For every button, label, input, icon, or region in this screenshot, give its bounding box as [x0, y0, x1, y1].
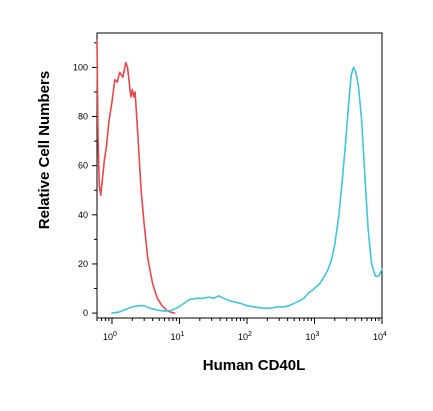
x-tick-exponent: 0 [113, 331, 117, 338]
x-tick-base: 10 [103, 332, 113, 342]
series-layer [96, 39, 383, 314]
plot-frame [96, 32, 383, 319]
x-tick-label: 101 [171, 331, 185, 342]
x-tick-label: 104 [373, 331, 387, 342]
y-tick-label: 40 [78, 210, 88, 220]
y-axis: 0 20 40 60 80 100 [73, 42, 97, 318]
x-tick-base: 10 [238, 332, 248, 342]
x-tick-base: 10 [373, 332, 383, 342]
x-tick-label: 100 [103, 331, 117, 342]
x-tick-label: 103 [306, 331, 320, 342]
x-axis: 100 101 102 103 104 [96, 318, 387, 342]
y-tick-label: 60 [78, 161, 88, 171]
series-line-2 [111, 66, 383, 314]
plot-area-border [96, 32, 383, 319]
y-tick-label: 20 [78, 259, 88, 269]
x-tick-exponent: 2 [248, 331, 252, 338]
series-line-1 [96, 39, 176, 314]
y-axis-title: Relative Cell Numbers [36, 71, 53, 229]
x-tick-exponent: 4 [383, 331, 387, 338]
x-tick-base: 10 [171, 332, 181, 342]
y-tick-label: 80 [78, 112, 88, 122]
x-tick-label: 102 [238, 331, 252, 342]
y-tick-label: 100 [73, 62, 88, 72]
x-tick-base: 10 [306, 332, 316, 342]
x-tick-exponent: 1 [181, 331, 185, 338]
x-axis-title: Human CD40L [203, 357, 306, 374]
x-tick-exponent: 3 [316, 331, 320, 338]
y-tick-label: 0 [83, 308, 88, 318]
